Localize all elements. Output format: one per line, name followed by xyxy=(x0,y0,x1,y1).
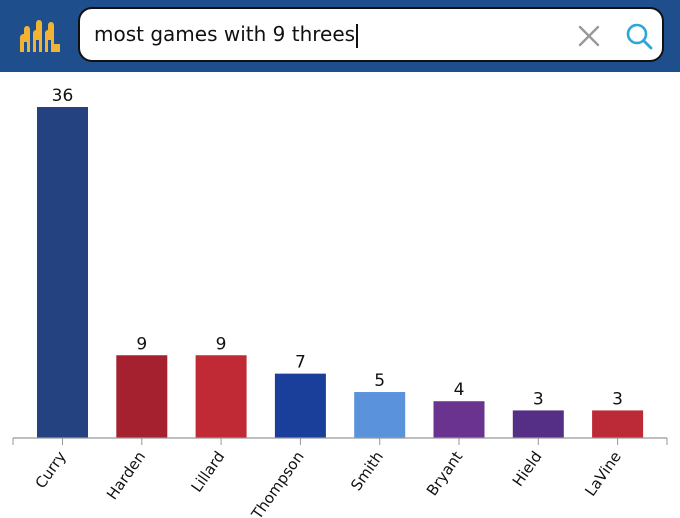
tick-label: LaVine xyxy=(581,448,625,500)
bar xyxy=(512,410,564,438)
data-label: 3 xyxy=(612,389,623,409)
data-label: 9 xyxy=(136,334,147,354)
top-bar: most games with 9 threes xyxy=(0,0,680,72)
data-label: 3 xyxy=(533,389,544,409)
bar xyxy=(433,401,485,438)
tick-label: Curry xyxy=(32,448,70,492)
bar xyxy=(592,410,644,438)
data-label: 7 xyxy=(295,353,306,373)
close-icon[interactable] xyxy=(576,23,602,49)
search-box[interactable]: most games with 9 threes xyxy=(78,7,664,62)
data-label: 36 xyxy=(52,86,74,106)
data-label: 5 xyxy=(374,371,385,391)
tick-label: Bryant xyxy=(423,448,466,499)
tick-label: Hield xyxy=(509,448,546,490)
data-label: 4 xyxy=(454,380,465,400)
tick-label: Harden xyxy=(103,448,149,503)
bar xyxy=(274,373,326,438)
bar xyxy=(116,355,168,438)
three-figures-logo-icon[interactable] xyxy=(16,16,64,56)
bar xyxy=(195,355,247,438)
data-label: 9 xyxy=(216,334,227,354)
bar-chart: 36 Curry 9 Harden 9 Lillard 7 Thompson 5 Smith 4 Br… xyxy=(12,86,668,518)
tick-label: Lillard xyxy=(188,448,229,496)
tick-label: Smith xyxy=(347,448,387,494)
text-caret xyxy=(356,23,358,48)
bar xyxy=(354,392,406,438)
tick-label: Thompson xyxy=(247,448,307,518)
search-query: most games with 9 threes xyxy=(94,22,356,46)
bar xyxy=(37,107,88,438)
search-icon[interactable] xyxy=(624,21,654,51)
search-input[interactable]: most games with 9 threes xyxy=(94,9,358,60)
